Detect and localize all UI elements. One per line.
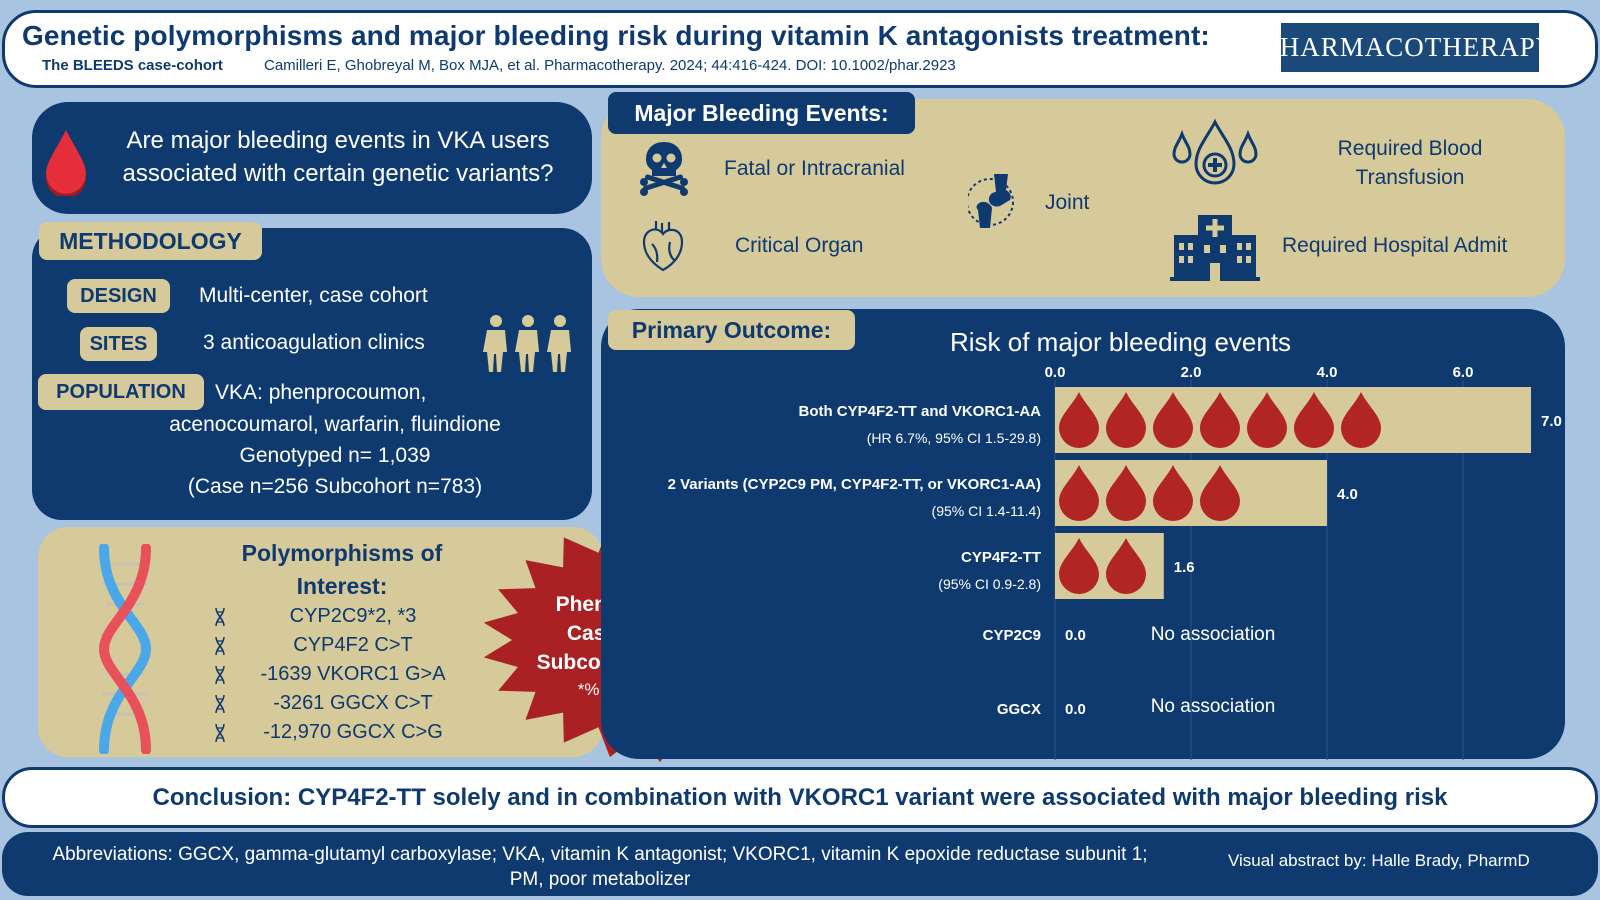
value-label: 1.6 (1174, 559, 1195, 576)
x-tick-label: 0.0 (1045, 364, 1066, 381)
polymorphism-item: CYP4F2 C>T (214, 631, 474, 660)
blood-drop-mark (1153, 392, 1193, 448)
blood-drop-mark (1059, 538, 1099, 594)
blood-drop-mark (1059, 465, 1099, 521)
blood-drop-icon (46, 130, 86, 196)
mini-dna-icon (215, 694, 225, 713)
x-tick-label: 4.0 (1317, 364, 1338, 381)
x-tick-label: 6.0 (1453, 364, 1474, 381)
population-drugs: acenocoumarol, warfarin, fluindione (169, 413, 501, 436)
author-credit: Visual abstract by: Halle Brady, PharmD (1228, 851, 1530, 870)
value-label: 0.0 (1065, 701, 1086, 718)
blood-drop-mark (1059, 392, 1099, 448)
joint-icon (968, 174, 1014, 228)
outcome-title: Primary Outcome: (608, 310, 855, 350)
research-question: Are major bleeding events in VKA users a… (122, 127, 554, 187)
footer-banner (2, 832, 1598, 896)
event-hospital-admit: Required Hospital Admit (1282, 234, 1508, 257)
event-fatal: Fatal or Intracranial (724, 157, 905, 180)
category-label: GGCX (997, 701, 1041, 718)
blood-drop-mark (1106, 465, 1146, 521)
methodology-title: METHODOLOGY (39, 222, 262, 260)
blood-drop-mark (1200, 392, 1240, 448)
conclusion-banner: Conclusion: CYP4F2-TT solely and in comb… (2, 767, 1598, 828)
no-association-label: No association (1151, 696, 1276, 717)
dna-icon (98, 544, 152, 754)
value-label: 0.0 (1065, 627, 1086, 644)
question-box (32, 102, 592, 214)
blood-drop-mark (1200, 465, 1240, 521)
event-joint: Joint (1045, 191, 1090, 214)
category-ci-label: (95% CI 0.9-2.8) (938, 576, 1041, 592)
mini-dna-icon (215, 607, 225, 626)
mini-dna-icon (215, 636, 225, 655)
polymorphism-label: -1639 VKORC1 G>A (260, 663, 446, 685)
people-icon (483, 315, 571, 372)
page-title: Genetic polymorphisms and major bleeding… (22, 20, 1210, 51)
population-label: POPULATION (38, 374, 204, 410)
chart-title: Risk of major bleeding events (950, 327, 1292, 357)
category-ci-label: (95% CI 1.4-11.4) (932, 503, 1041, 519)
polymorphisms-title: Polymorphisms of Interest: (241, 540, 443, 599)
citation: Camilleri E, Ghobreyal M, Box MJA, et al… (264, 57, 956, 74)
risk-bar-chart: 0.0 2.0 4.0 6.0 Both CYP4F2-TT and VKORC1-AA… (668, 364, 1562, 760)
sites-label: SITES (80, 327, 157, 361)
population-value: VKA: phenprocoumon, (215, 381, 427, 404)
polymorphisms-list: CYP2C9*2, *3 CYP4F2 C>T -1639 VKORC1 G>A -3… (214, 602, 474, 747)
polymorphism-label: CYP4F2 C>T (293, 634, 413, 656)
blood-transfusion-icon (1172, 118, 1258, 185)
category-ci-label: (HR 6.7%, 95% CI 1.5-29.8) (867, 430, 1041, 446)
design-label: DESIGN (67, 279, 170, 313)
journal-logo: PHARMACOTHERAPY (1264, 23, 1555, 72)
population-genotyped: Genotyped n= 1,039 (239, 444, 431, 467)
category-label: 2 Variants (CYP2C9 PM, CYP4F2-TT, or VKO… (668, 476, 1041, 493)
no-association-label: No association (1151, 624, 1276, 645)
population-details: acenocoumarol, warfarin, fluindione Geno… (125, 409, 545, 502)
blood-drop-mark (1294, 392, 1334, 448)
x-tick-label: 2.0 (1181, 364, 1202, 381)
polymorphism-item: -3261 GGCX C>T (214, 689, 474, 718)
design-value: Multi-center, case cohort (199, 284, 428, 307)
blood-drop-mark (1153, 465, 1193, 521)
skull-crossbones-icon (640, 142, 688, 196)
polymorphism-item: -1639 VKORC1 G>A (214, 660, 474, 689)
sites-value: 3 anticoagulation clinics (203, 331, 425, 354)
blood-drop-mark (1106, 392, 1146, 448)
polymorphism-item: -12,970 GGCX C>G (214, 718, 474, 747)
page-subtitle: The BLEEDS case-cohort (42, 57, 223, 74)
mini-dna-icon (215, 723, 225, 742)
hospital-icon (1170, 215, 1260, 281)
heart-icon (642, 221, 684, 272)
category-label: CYP4F2-TT (961, 549, 1041, 566)
events-title: Major Bleeding Events: (608, 92, 915, 134)
polymorphism-label: CYP2C9*2, *3 (289, 605, 417, 627)
value-label: 4.0 (1337, 486, 1358, 503)
polymorphism-label: -12,970 GGCX C>G (263, 721, 443, 743)
category-label: Both CYP4F2-TT and VKORC1-AA (798, 403, 1041, 420)
abbreviations: Abbreviations: GGCX, gamma-glutamyl carb… (52, 844, 1148, 890)
value-label: 7.0 (1541, 413, 1562, 430)
event-blood-transfusion: Required Blood Transfusion (1337, 137, 1483, 189)
blood-drop-mark (1247, 392, 1287, 448)
blood-drop-mark (1341, 392, 1381, 448)
category-label: CYP2C9 (983, 627, 1041, 644)
event-critical-organ: Critical Organ (735, 234, 864, 257)
population-counts: (Case n=256 Subcohort n=783) (187, 475, 483, 498)
polymorphism-item: CYP2C9*2, *3 (214, 602, 474, 631)
conclusion-text: Conclusion: CYP4F2-TT solely and in comb… (152, 783, 1448, 811)
polymorphism-label: -3261 GGCX C>T (273, 692, 433, 714)
blood-drop-mark (1106, 538, 1146, 594)
mini-dna-icon (215, 665, 225, 684)
